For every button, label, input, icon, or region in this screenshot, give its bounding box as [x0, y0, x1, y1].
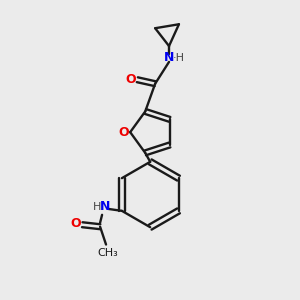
- Text: N: N: [164, 51, 174, 64]
- Text: O: O: [125, 73, 136, 86]
- Text: ·H: ·H: [173, 53, 185, 63]
- Text: O: O: [70, 217, 81, 230]
- Text: CH₃: CH₃: [98, 248, 118, 259]
- Text: O: O: [118, 126, 129, 139]
- Text: N: N: [100, 200, 110, 213]
- Text: H: H: [93, 202, 101, 212]
